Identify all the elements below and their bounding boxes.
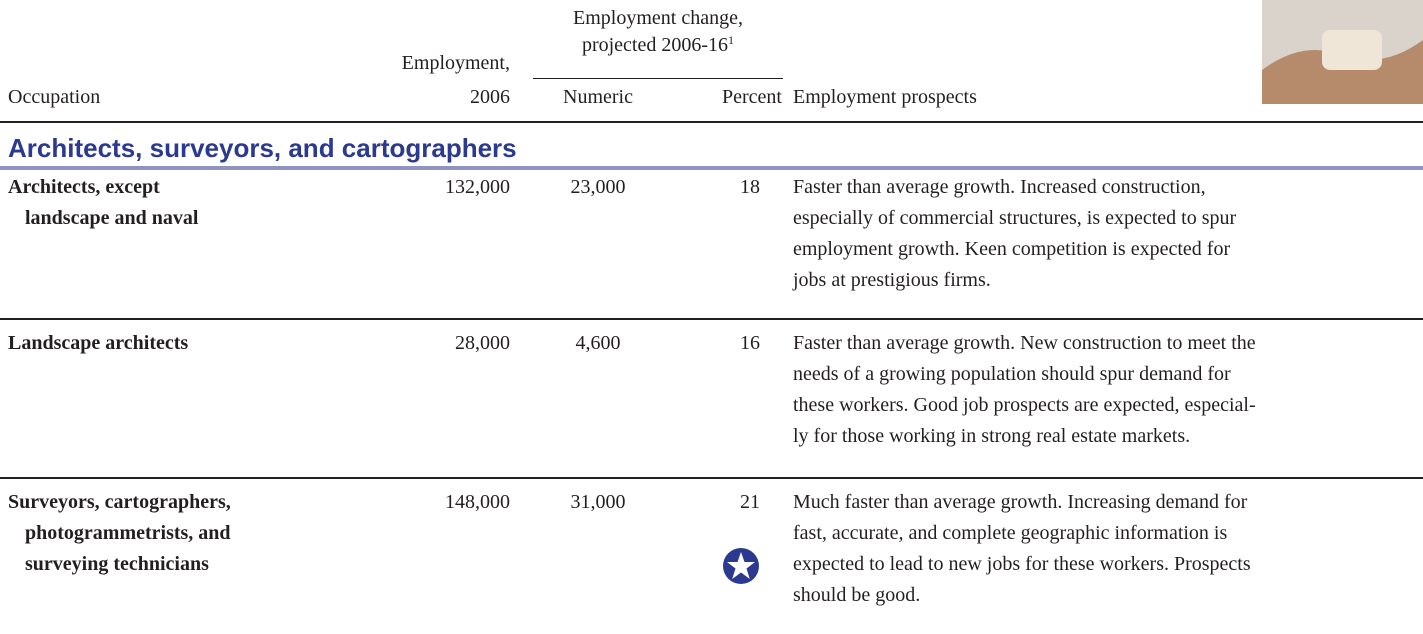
prospects: employment growth. Keen competition is e… (793, 234, 1230, 265)
occupation: photogrammetrists, and (25, 518, 231, 549)
header-label: Numeric (533, 82, 663, 113)
row-rule (0, 477, 1423, 479)
header-label: projected 2006-161 (533, 30, 783, 61)
prospects: jobs at prestigious firms. (793, 265, 991, 296)
employment: 148,000 (300, 487, 510, 518)
employment: 28,000 (300, 328, 510, 359)
prospects: Faster than average growth. Increased co… (793, 172, 1206, 203)
header-label: Occupation (8, 82, 100, 113)
prospects: especially of commercial structures, is … (793, 203, 1236, 234)
occupation: Architects, except (8, 172, 160, 203)
occupation: landscape and naval (25, 203, 198, 234)
header-label: 2006 (300, 82, 510, 113)
prospects: ly for those working in strong real esta… (793, 421, 1190, 452)
numeric: 31,000 (533, 487, 663, 518)
header-rule (0, 121, 1423, 123)
page: Architects, surveyors, and cartographers… (0, 0, 1423, 634)
header-label: Employment, (300, 48, 510, 79)
occupation: surveying technicians (25, 549, 209, 580)
numeric: 23,000 (533, 172, 663, 203)
numeric: 4,600 (533, 328, 663, 359)
header-rule (533, 78, 783, 79)
percent: 18 (660, 172, 760, 203)
prospects: fast, accurate, and complete geographic … (793, 518, 1227, 549)
header-label: Employment prospects (793, 82, 977, 113)
header-label: Percent (660, 82, 782, 113)
photo (1262, 0, 1423, 104)
row-rule (0, 318, 1423, 320)
section-title: Architects, surveyors, and cartographers (8, 133, 517, 164)
prospects: Much faster than average growth. Increas… (793, 487, 1247, 518)
prospects: needs of a growing population should spu… (793, 359, 1231, 390)
percent: 16 (660, 328, 760, 359)
occupation: Surveyors, cartographers, (8, 487, 231, 518)
section-rule (0, 166, 1423, 170)
occupation: Landscape architects (8, 328, 188, 359)
prospects: Faster than average growth. New construc… (793, 328, 1256, 359)
employment: 132,000 (300, 172, 510, 203)
prospects: should be good. (793, 580, 920, 611)
footnote-mark: 1 (728, 33, 734, 47)
star-icon (722, 547, 760, 585)
prospects: expected to lead to new jobs for these w… (793, 549, 1251, 580)
prospects: these workers. Good job prospects are ex… (793, 390, 1256, 421)
percent: 21 (660, 487, 760, 518)
